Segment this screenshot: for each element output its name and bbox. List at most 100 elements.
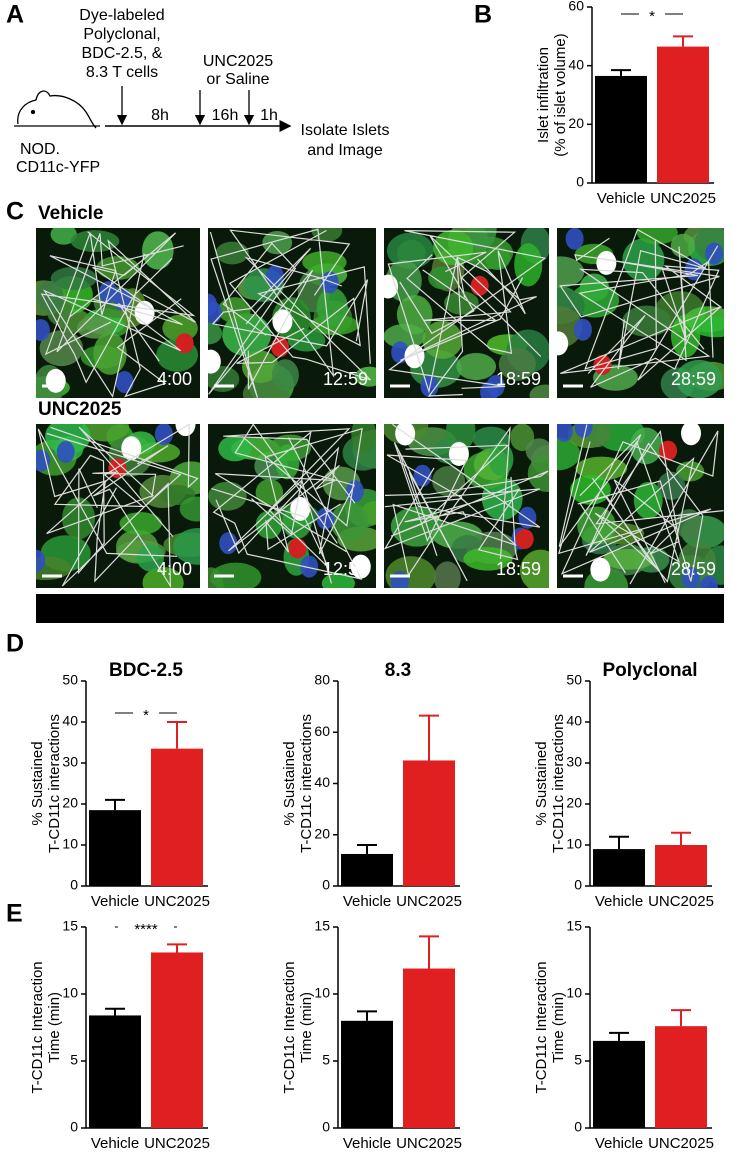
cell xyxy=(222,313,272,357)
micrograph: 18:59 xyxy=(384,228,549,398)
row-label: UNC2025 xyxy=(38,399,122,420)
cell xyxy=(210,562,262,588)
x-tick-label: UNC2025 xyxy=(650,190,716,207)
cell xyxy=(36,319,50,342)
y-axis-label: Islet infiltration xyxy=(535,47,552,143)
timestamp: 4:00 xyxy=(157,369,192,389)
cell xyxy=(302,251,347,274)
cell xyxy=(557,437,581,471)
y-tick-label: 30 xyxy=(566,754,582,770)
x-tick-label: UNC2025 xyxy=(144,893,210,910)
bar xyxy=(593,1040,645,1128)
y-tick-label: 40 xyxy=(314,774,330,790)
x-tick-label: Vehicle xyxy=(91,893,139,910)
cell xyxy=(350,554,371,579)
y-tick-label: 60 xyxy=(314,723,330,739)
panel-letter: C xyxy=(6,198,24,226)
error-bar xyxy=(609,835,629,850)
cell xyxy=(208,301,222,324)
track xyxy=(387,230,547,397)
cell xyxy=(272,309,293,334)
error-bar xyxy=(105,798,125,811)
bar xyxy=(655,845,707,886)
error-bar xyxy=(105,1007,125,1016)
cell xyxy=(574,424,593,438)
track xyxy=(211,424,363,584)
chart-title: Polyclonal xyxy=(602,660,697,681)
bar xyxy=(151,952,203,1128)
y-axis-label: % Sustained xyxy=(281,741,298,825)
cell xyxy=(557,424,573,442)
cell xyxy=(96,256,140,280)
image-content xyxy=(208,228,376,398)
cell xyxy=(636,228,678,245)
schematic-text: Polyclonal, xyxy=(83,26,160,43)
y-tick-label: 10 xyxy=(566,836,582,852)
cell xyxy=(692,316,724,338)
image-content xyxy=(384,228,549,398)
cell xyxy=(56,440,75,463)
y-tick-label: 60 xyxy=(568,0,584,14)
cell xyxy=(444,291,479,315)
image-content xyxy=(557,424,724,588)
x-tick-label: UNC2025 xyxy=(144,1135,210,1151)
y-tick-label: 10 xyxy=(62,836,78,852)
y-tick-label: 20 xyxy=(62,795,78,811)
y-tick-label: 0 xyxy=(322,1119,330,1135)
cell xyxy=(208,322,223,345)
y-tick-label: 30 xyxy=(62,754,78,770)
cell xyxy=(175,333,194,354)
image-content xyxy=(208,424,376,588)
chart-title: BDC-2.5 xyxy=(109,660,183,681)
cell xyxy=(99,281,118,304)
y-axis-label: (% of islet volume) xyxy=(552,33,569,156)
bar xyxy=(657,46,709,183)
bar xyxy=(593,849,645,886)
image-content xyxy=(36,424,200,588)
cell xyxy=(300,555,319,578)
schematic-text: Isolate Islets xyxy=(301,122,390,139)
micrograph: 18:59 xyxy=(384,424,549,588)
track xyxy=(208,228,372,398)
cell xyxy=(351,424,376,454)
bar-chart: 0 5 10 15 Vehicle UNC2025 T-CD11c Interaction T… xyxy=(29,918,210,1152)
cell xyxy=(633,481,663,520)
image-content xyxy=(557,228,724,398)
y-tick-label: 5 xyxy=(322,1052,330,1068)
bar xyxy=(655,1026,707,1128)
x-tick-label: UNC2025 xyxy=(648,893,714,910)
y-tick-label: 15 xyxy=(314,918,330,934)
cell xyxy=(271,359,299,392)
micrograph: 4:00 xyxy=(36,228,200,398)
mouse-icon xyxy=(14,90,100,129)
y-tick-label: 0 xyxy=(576,174,584,190)
y-tick-label: 40 xyxy=(62,713,78,729)
cell xyxy=(515,529,534,550)
significance: * xyxy=(649,8,655,25)
cell xyxy=(428,266,456,290)
y-axis-label: Time (min) xyxy=(550,992,567,1063)
x-tick-label: Vehicle xyxy=(343,893,391,910)
x-tick-label: Vehicle xyxy=(595,1135,643,1151)
bar xyxy=(89,810,141,886)
micrograph: 28:59 xyxy=(557,228,724,398)
cell xyxy=(659,440,678,461)
cell xyxy=(527,454,549,493)
track xyxy=(40,231,196,398)
cell xyxy=(456,352,497,381)
micrograph: 12:59 xyxy=(208,228,376,398)
cell xyxy=(590,557,611,582)
cell xyxy=(119,512,162,535)
y-axis-label: T-CD11c interactions xyxy=(550,714,567,853)
cell xyxy=(518,506,537,529)
y-tick-label: 10 xyxy=(314,985,330,1001)
micrograph: 4:00 xyxy=(36,424,200,588)
cell xyxy=(565,228,584,250)
y-tick-label: 5 xyxy=(70,1052,78,1068)
schematic-text: 8h xyxy=(151,107,169,124)
panel-letter: D xyxy=(6,630,24,658)
cell xyxy=(433,561,461,588)
y-tick-label: 15 xyxy=(566,918,582,934)
y-tick-label: 20 xyxy=(566,795,582,811)
